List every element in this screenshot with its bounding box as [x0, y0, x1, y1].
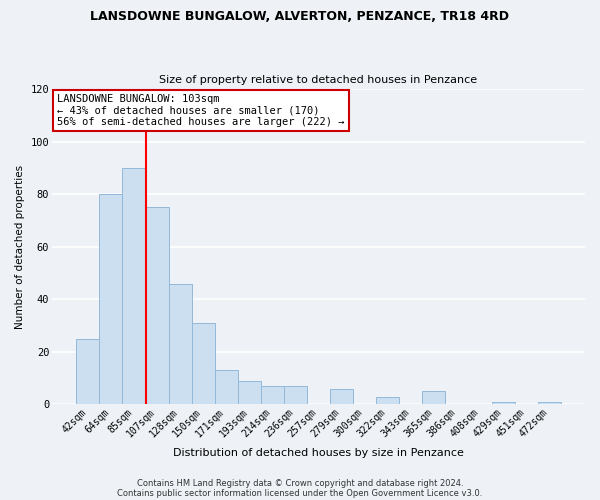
- Bar: [169, 284, 191, 405]
- Bar: [215, 370, 238, 404]
- Bar: [238, 380, 261, 404]
- Bar: [122, 168, 146, 404]
- Bar: [191, 323, 215, 404]
- Bar: [284, 386, 307, 404]
- Y-axis label: Number of detached properties: Number of detached properties: [15, 164, 25, 329]
- Bar: [422, 392, 445, 404]
- Text: Contains HM Land Registry data © Crown copyright and database right 2024.: Contains HM Land Registry data © Crown c…: [137, 478, 463, 488]
- Bar: [491, 402, 515, 404]
- Text: LANSDOWNE BUNGALOW: 103sqm
← 43% of detached houses are smaller (170)
56% of sem: LANSDOWNE BUNGALOW: 103sqm ← 43% of deta…: [58, 94, 345, 127]
- Bar: [261, 386, 284, 404]
- Bar: [376, 396, 399, 404]
- Bar: [76, 338, 100, 404]
- Title: Size of property relative to detached houses in Penzance: Size of property relative to detached ho…: [160, 76, 478, 86]
- Text: Contains public sector information licensed under the Open Government Licence v3: Contains public sector information licen…: [118, 488, 482, 498]
- Bar: [100, 194, 122, 404]
- Bar: [146, 208, 169, 404]
- Text: LANSDOWNE BUNGALOW, ALVERTON, PENZANCE, TR18 4RD: LANSDOWNE BUNGALOW, ALVERTON, PENZANCE, …: [91, 10, 509, 23]
- Bar: [538, 402, 561, 404]
- Bar: [330, 388, 353, 404]
- X-axis label: Distribution of detached houses by size in Penzance: Distribution of detached houses by size …: [173, 448, 464, 458]
